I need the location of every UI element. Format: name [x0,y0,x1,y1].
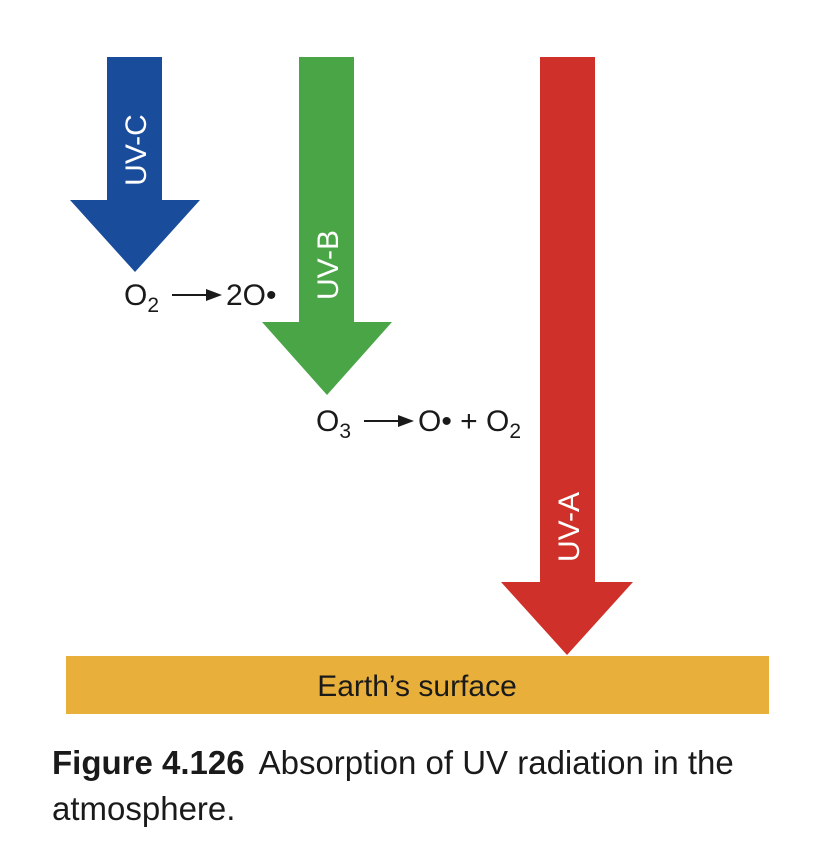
uv-c-label: UV-C [120,114,153,186]
uv-a-arrow: UV-A [501,57,633,655]
earth-surface-label: Earth’s surface [317,670,517,703]
reaction-2-reactant: O3 [316,405,351,443]
reaction-1-arrow-head [206,289,222,301]
reaction-o2-dissociation: O2 2O• [124,279,277,317]
uv-a-arrow-shape [501,57,633,655]
uv-b-label: UV-B [312,230,345,300]
figure-caption-text: Absorption of UV radiation in the atmosp… [52,744,734,827]
uv-b-arrow-shape [262,57,392,395]
uv-c-arrow-shape [70,57,200,272]
uv-c-arrow: UV-C [70,57,200,272]
uv-a-label: UV-A [553,492,586,562]
earth-surface-bar [66,656,769,714]
figure-caption: Figure 4.126 Absorption of UV radiation i… [52,740,792,832]
uv-b-arrow: UV-B [262,57,392,395]
figure-number: Figure 4.126 [52,744,245,781]
reaction-o3-dissociation: O3 O• + O2 [316,405,521,443]
reaction-2-products: O• + O2 [418,405,521,443]
reaction-2-arrow-head [398,415,414,427]
earth-surface: Earth’s surface [66,656,769,714]
uv-absorption-diagram: UV-C UV-B UV-A O2 2O• O3 O• + O2 Earth’s… [66,57,769,714]
reaction-1-product: 2O• [226,279,277,312]
reaction-1-reactant: O2 [124,279,159,317]
